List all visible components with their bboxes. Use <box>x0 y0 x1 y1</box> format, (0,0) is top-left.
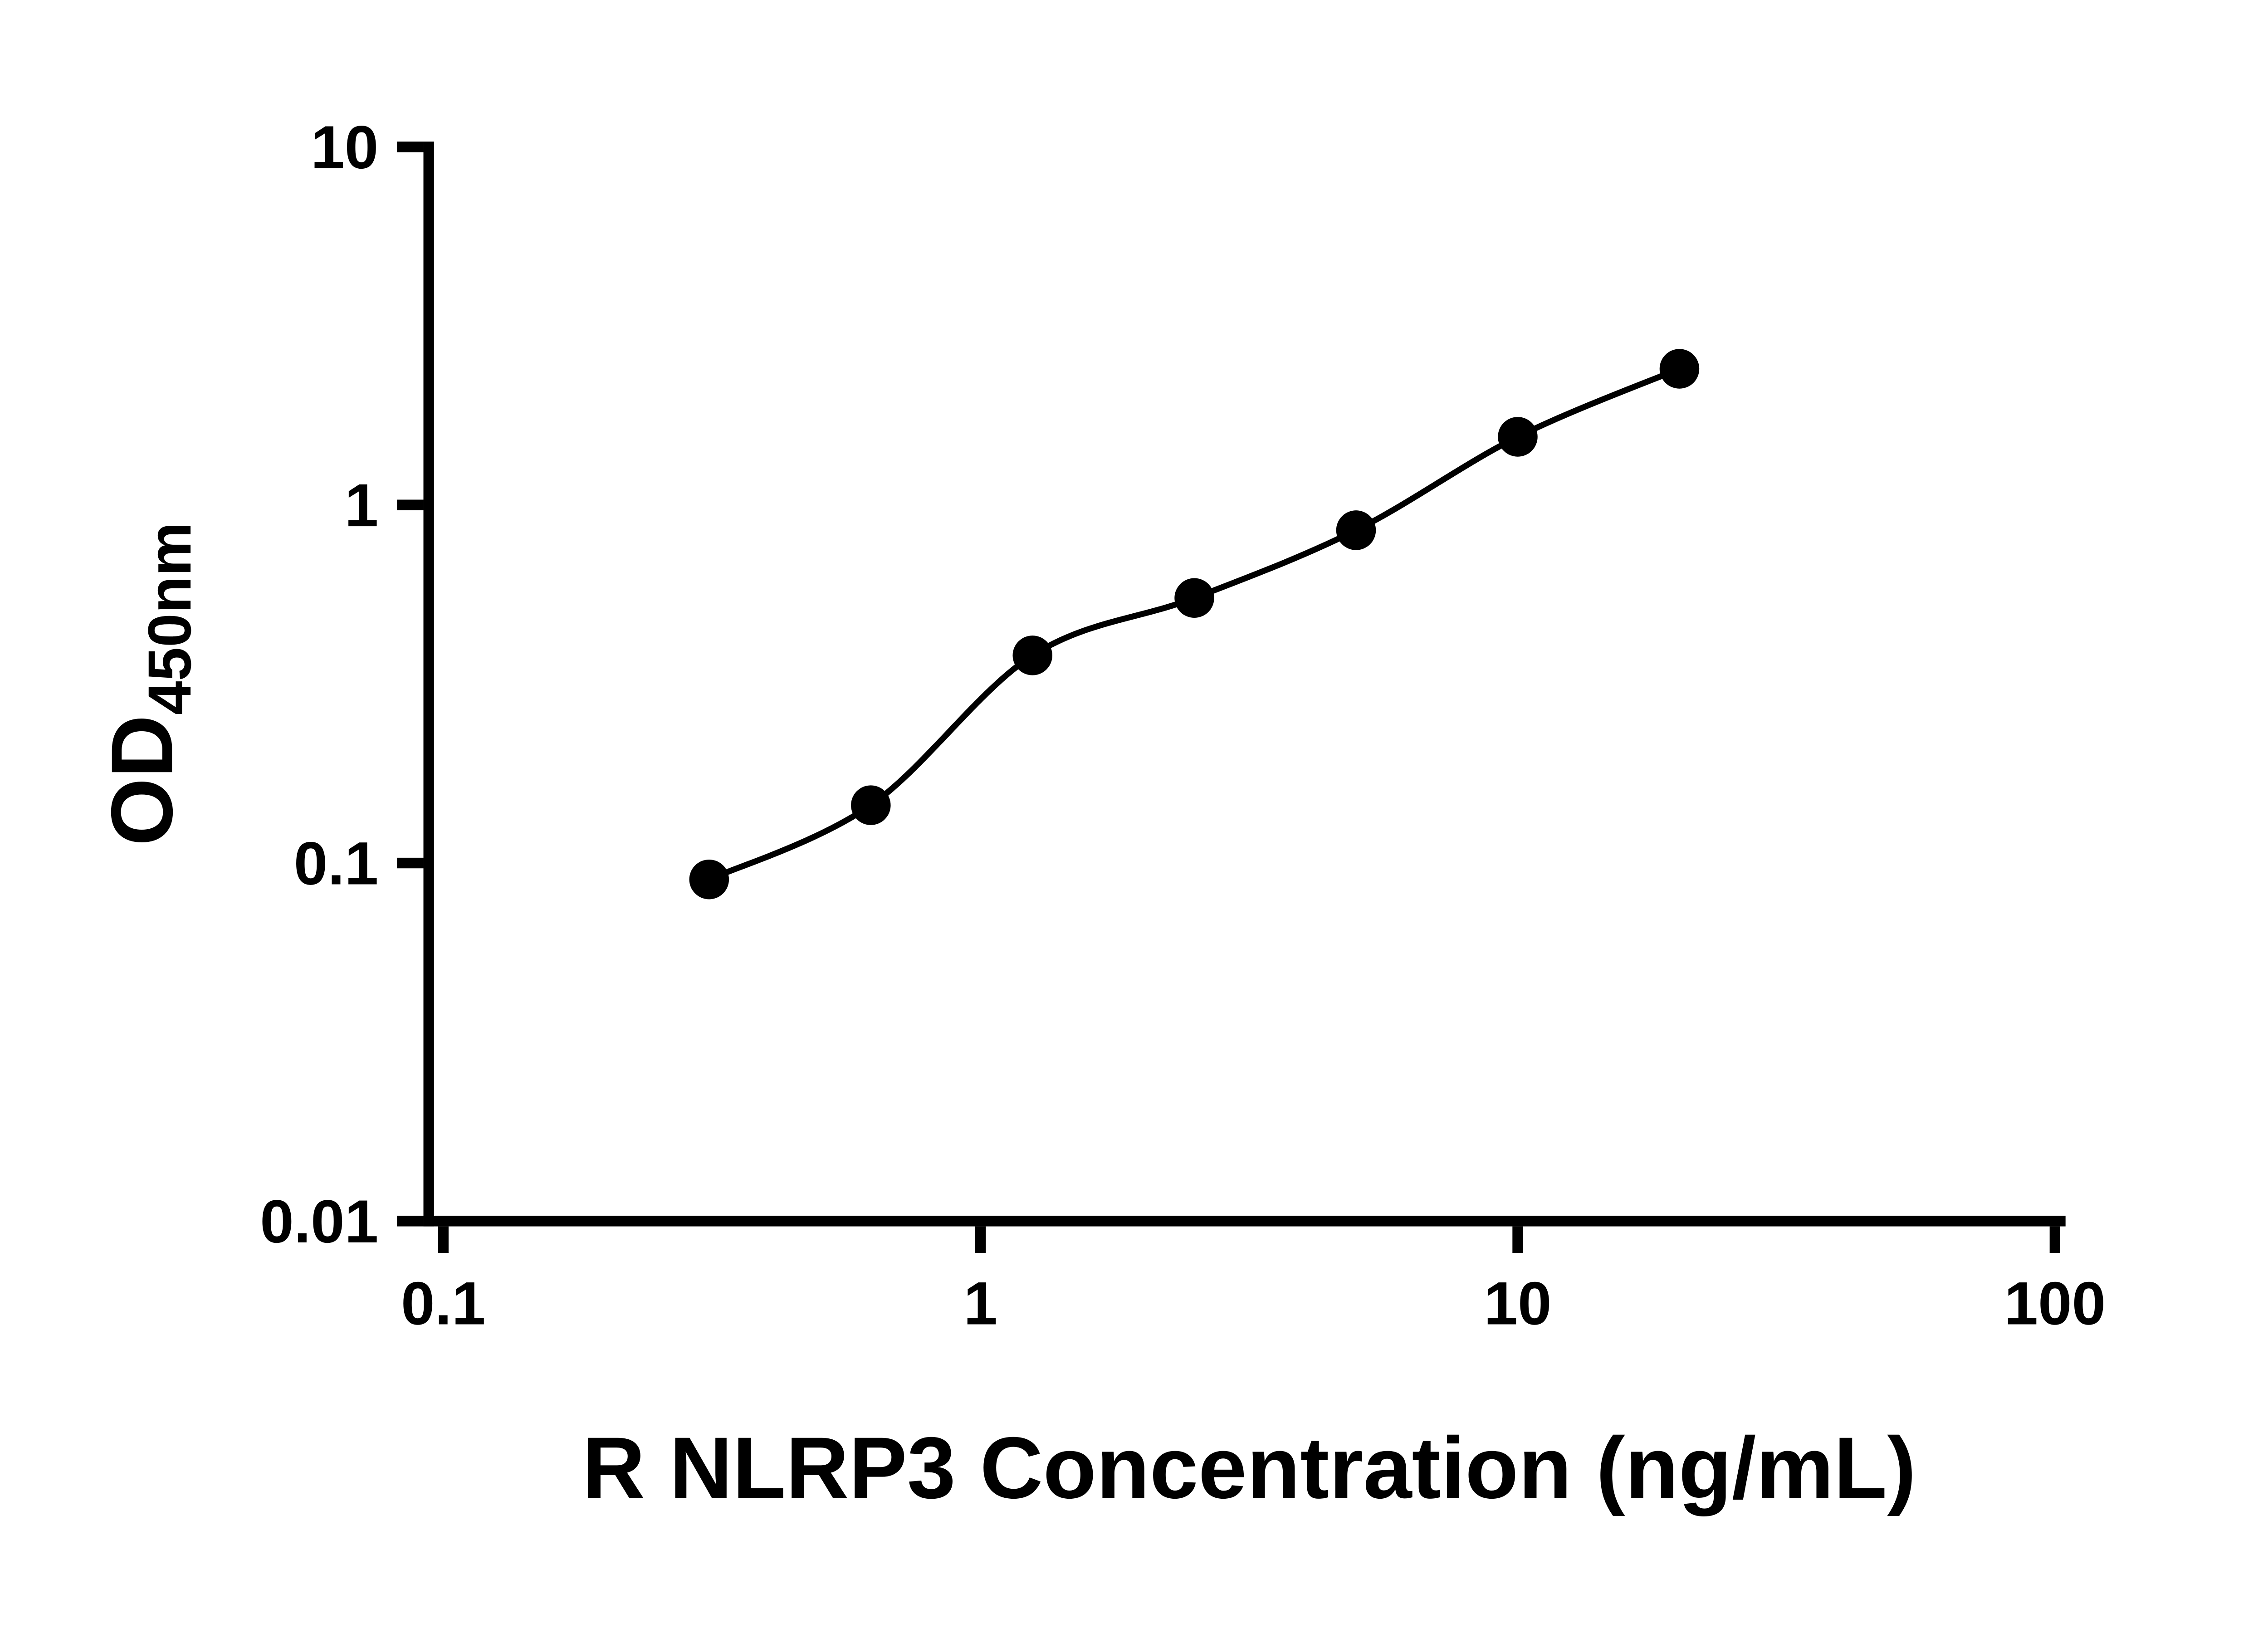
data-point <box>1659 349 1700 389</box>
x-axis-title: R NLRP3 Concentration (ng/mL) <box>582 1419 1916 1516</box>
elisa-standard-curve-figure: 0.1 1 10 100 10 1 0.1 0.01 R NLRP3 Concentration… <box>93 113 2106 1517</box>
data-point <box>1174 578 1214 618</box>
x-tick-label: 1 <box>963 1270 997 1337</box>
data-point <box>1336 510 1376 550</box>
y-tick-label: 10 <box>311 114 378 181</box>
y-tick-label: 0.01 <box>260 1188 378 1256</box>
y-tick-label: 1 <box>345 472 379 539</box>
y-tick-label: 0.1 <box>294 830 379 898</box>
data-point <box>689 859 729 900</box>
x-tick-label: 100 <box>2004 1270 2106 1337</box>
data-point <box>1498 417 1538 457</box>
data-point <box>1012 636 1053 675</box>
data-point <box>851 785 891 825</box>
x-tick-label: 0.1 <box>401 1270 486 1337</box>
standard-curve-plot: 0.1 1 10 100 10 1 0.1 0.01 R NLRP3 Concentration… <box>93 113 2106 1517</box>
x-tick-label: 10 <box>1484 1270 1551 1337</box>
y-axis-title: OD450nm <box>93 522 204 846</box>
